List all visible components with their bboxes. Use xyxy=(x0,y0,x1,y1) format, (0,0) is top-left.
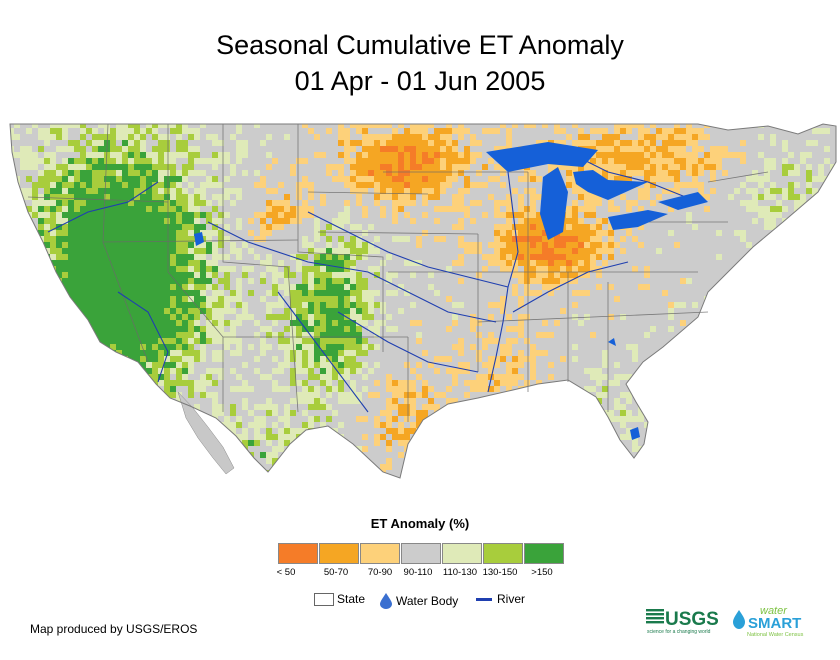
legend-water-body-label: Water Body xyxy=(396,594,459,608)
legend-swatch xyxy=(360,543,400,564)
legend-swatch xyxy=(401,543,441,564)
legend-tick-label: 110-130 xyxy=(442,567,478,578)
legend-swatch xyxy=(483,543,523,564)
legend-tick-label: 70-90 xyxy=(367,567,393,578)
water-bodies xyxy=(194,142,708,440)
map-credit: Map produced by USGS/EROS xyxy=(30,622,198,636)
legend-swatch xyxy=(442,543,482,564)
legend-swatch xyxy=(319,543,359,564)
legend-title: ET Anomaly (%) xyxy=(370,516,470,531)
legend-swatch xyxy=(278,543,318,564)
legend-tick-label: >150 xyxy=(531,567,553,578)
legend-color-bar xyxy=(278,543,565,564)
map-title: Seasonal Cumulative ET Anomaly xyxy=(216,30,624,60)
legend-tick-label: 90-110 xyxy=(403,567,433,578)
state-boundaries xyxy=(27,123,769,422)
legend-tick-label: < 50 xyxy=(276,567,296,578)
legend-state: State xyxy=(314,592,365,606)
legend-river: River xyxy=(476,592,525,606)
river-line-icon xyxy=(476,597,492,601)
state-box-icon xyxy=(314,592,334,606)
legend-water-body: Water Body xyxy=(378,592,458,610)
watersmart-logo: water SMART National Water Census xyxy=(733,605,804,638)
map-date-range: 01 Apr - 01 Jun 2005 xyxy=(294,66,546,96)
legend-tick-label: 130-150 xyxy=(482,567,518,578)
usgs-logo: USGS science for a changing world xyxy=(646,609,719,635)
et-anomaly-map xyxy=(8,122,838,482)
baja-california xyxy=(177,391,235,475)
legend-tick-labels: < 50 50-70 70-90 90-110 110-130 130-150 >150 xyxy=(268,567,588,581)
legend-swatch xyxy=(524,543,564,564)
legend-tick-label: 50-70 xyxy=(323,567,349,578)
legend-river-label: River xyxy=(497,592,526,606)
legend-state-label: State xyxy=(337,592,366,606)
water-drop-icon xyxy=(380,593,392,609)
river-network xyxy=(47,151,699,413)
